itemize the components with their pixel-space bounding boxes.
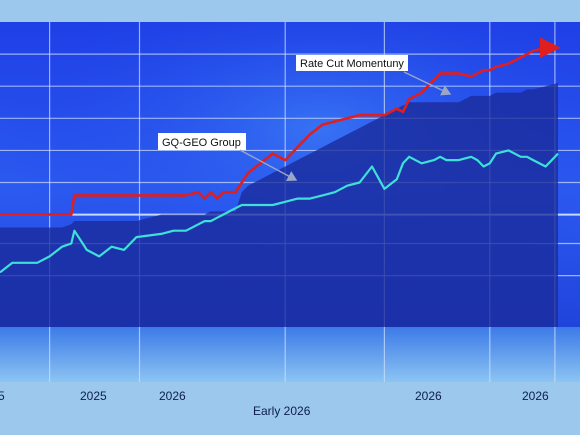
x-tick-labels: 5 2025 2026 2026 2026 — [0, 389, 549, 403]
x-tick-label: 5 — [0, 389, 5, 403]
x-tick-label: 2026 — [415, 389, 442, 403]
annotation-gq-geo: GQ-GEO Group — [158, 133, 298, 181]
annotation-arrow — [239, 149, 298, 181]
annotation-arrow — [403, 71, 452, 96]
annotation-box — [296, 55, 408, 71]
series-line-gq-geo-group — [0, 149, 559, 274]
area-fill — [0, 83, 558, 327]
x-tick-label: 2026 — [522, 389, 549, 403]
annotation-label-rate-cut: Rate Cut Momentuny — [300, 58, 404, 70]
x-tick-label: 2025 — [80, 389, 107, 403]
bottom-margin — [0, 382, 580, 435]
top-margin — [0, 0, 580, 22]
x-axis-label: Early 2026 — [253, 404, 311, 418]
annotation-label-gq-geo: GQ-GEO Group — [162, 137, 241, 149]
annotation-rate-cut: Rate Cut Momentuny — [296, 55, 452, 96]
series-line-rate-cut-momentum — [0, 37, 561, 216]
area-series — [0, 83, 558, 327]
x-tick-label: 2026 — [159, 389, 186, 403]
axis-band — [0, 327, 580, 382]
annotation-box — [158, 133, 246, 150]
line-series — [0, 37, 561, 274]
